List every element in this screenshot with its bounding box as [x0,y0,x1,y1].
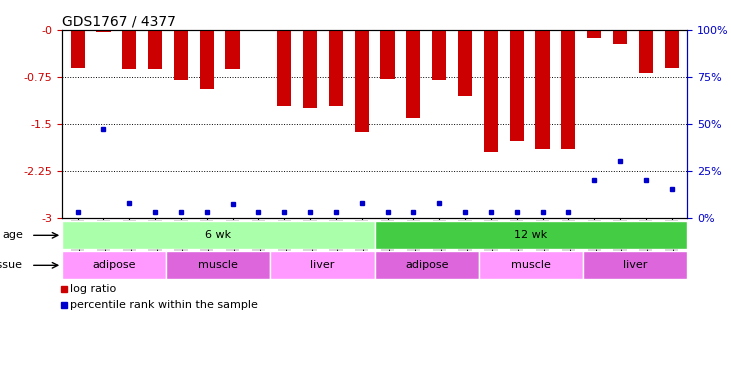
Bar [374,221,687,249]
Bar [664,30,679,68]
Text: 12 wk: 12 wk [515,230,548,240]
Bar [406,30,420,117]
Text: adipose: adipose [405,260,449,270]
Bar [380,30,395,79]
Bar [355,30,369,132]
Bar [303,30,317,108]
Text: liver: liver [623,260,647,270]
Bar [374,251,479,279]
Bar [639,30,653,72]
Bar [458,30,472,96]
Text: muscle: muscle [198,260,238,270]
Bar [329,30,343,106]
Text: adipose: adipose [92,260,136,270]
Text: percentile rank within the sample: percentile rank within the sample [70,300,258,310]
Bar [70,30,85,68]
Bar [277,30,292,106]
Bar [587,30,602,38]
Bar [484,30,498,152]
Text: liver: liver [311,260,335,270]
Bar [613,30,627,44]
Text: 6 wk: 6 wk [205,230,232,240]
Bar [583,251,687,279]
Bar [561,30,575,149]
Text: log ratio: log ratio [70,284,116,294]
Text: muscle: muscle [511,260,551,270]
Bar [510,30,524,141]
Bar [62,221,374,249]
Bar [96,30,110,32]
Text: age: age [2,230,23,240]
Bar [479,251,583,279]
Bar [200,30,214,89]
Bar [225,30,240,69]
Text: GDS1767 / 4377: GDS1767 / 4377 [62,15,176,29]
Bar [148,30,162,69]
Text: tissue: tissue [0,260,23,270]
Bar [270,251,374,279]
Bar [432,30,447,80]
Bar [174,30,188,80]
Bar [535,30,550,149]
Bar [167,251,270,279]
Bar [62,251,167,279]
Bar [122,30,137,69]
